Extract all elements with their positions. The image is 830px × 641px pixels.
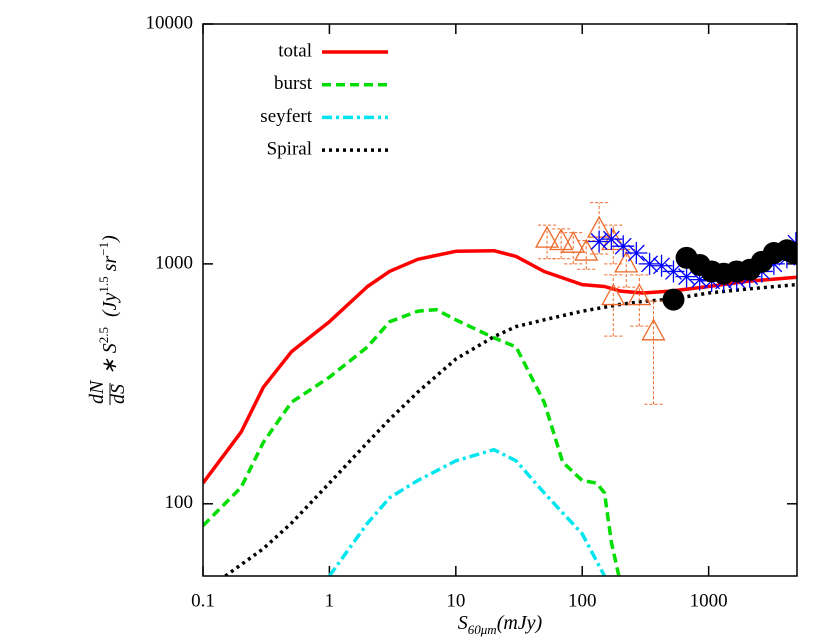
error-bar [644, 300, 663, 405]
x-label-part: (mJy) [497, 612, 543, 634]
x-axis-label: S60μm(mJy) [458, 612, 543, 637]
circle-point [782, 242, 797, 265]
asterisk-point [688, 268, 711, 291]
y-tick-label: 10000 [146, 12, 194, 33]
asterisk-point [612, 235, 635, 258]
x-label-part: S [458, 612, 468, 634]
triangle-point [641, 318, 666, 341]
y-label-part: (Jy [99, 292, 121, 317]
x-tick-label: 1000 [690, 590, 728, 611]
asterisk-point [675, 265, 698, 288]
error-bar [617, 248, 636, 288]
error-bar [577, 240, 596, 270]
plot-area [203, 202, 797, 576]
legend-label: burst [274, 73, 313, 94]
triangle-point [561, 230, 586, 253]
y-label-part: sr [99, 256, 121, 272]
error-bar [552, 228, 571, 260]
y-label-numerator: dN [86, 379, 108, 404]
triangle-point [534, 225, 560, 248]
error-bar [538, 224, 557, 260]
error-bar [630, 274, 649, 327]
x-tick-label: 0.1 [191, 590, 215, 611]
y-axis-label: dN dS ∗ S2.5 (Jy1.5 sr−1) [86, 235, 129, 405]
x-label-sub: 60μm [468, 622, 497, 637]
x-tick-label: 100 [568, 590, 597, 611]
x-tick-label: 1 [325, 590, 335, 611]
y-label-sup: 2.5 [96, 327, 111, 343]
plot-frame [202, 23, 798, 577]
y-label-part: ∗ S [99, 343, 121, 375]
triangle-point [614, 250, 639, 273]
y-label-sup: −1 [96, 242, 111, 256]
y-label-denominator: dS [107, 384, 129, 404]
y-label-sup: 1.5 [96, 276, 111, 292]
circle-point [662, 288, 685, 311]
error-bar [564, 232, 583, 265]
triangle-point [627, 283, 652, 306]
asterisk-point [600, 228, 623, 251]
asterisk-point [650, 254, 673, 277]
triangle-point [574, 238, 599, 261]
asterisk-point [638, 252, 661, 275]
error-bar [590, 202, 609, 255]
asterisk-point [588, 230, 611, 253]
y-tick-label: 100 [165, 492, 194, 513]
series-line [203, 307, 621, 576]
triangle-point [549, 228, 574, 251]
legend-label: total [278, 40, 312, 61]
y-label-text: ∗ S2.5 (Jy1.5 sr−1) [96, 235, 121, 375]
legend-label: seyfert [260, 106, 312, 127]
series-line [327, 447, 607, 576]
series-line [203, 248, 797, 485]
legend-label: Spiral [267, 138, 312, 159]
y-label-part: ) [99, 235, 121, 243]
series-line [224, 282, 797, 576]
asterisk-point [662, 260, 685, 283]
y-tick-label: 1000 [155, 252, 193, 273]
asterisk-point [625, 242, 648, 265]
x-tick-label: 10 [446, 590, 465, 611]
triangle-point [601, 283, 626, 306]
